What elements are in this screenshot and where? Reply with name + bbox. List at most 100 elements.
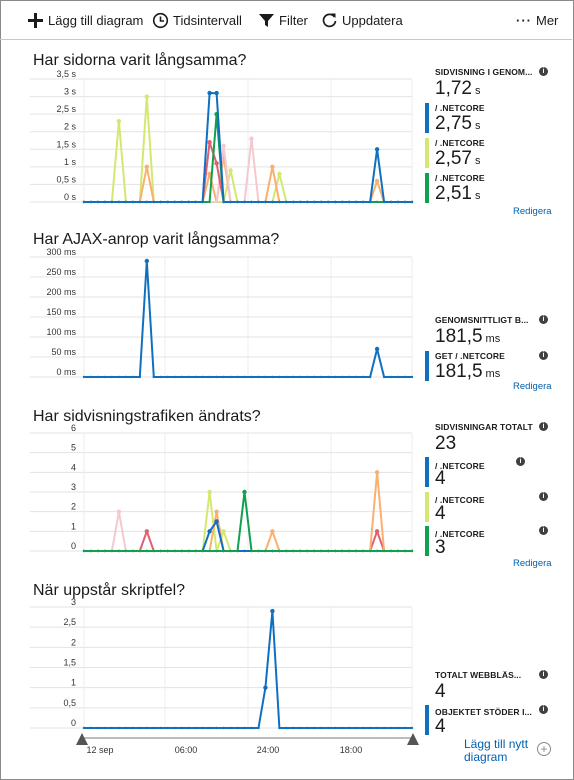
data-point	[236, 549, 239, 553]
more-button[interactable]: ··· Mer	[516, 10, 558, 30]
metric-value: 4	[435, 503, 446, 524]
section-title: Har sidvisningstrafiken ändrats?	[33, 408, 261, 425]
refresh-button[interactable]: Uppdatera	[321, 10, 403, 30]
info-icon[interactable]: i	[539, 351, 548, 360]
data-point	[271, 549, 274, 553]
data-point	[194, 726, 197, 730]
metric-series-1[interactable]: OBJEKTET STÖDER I... i 4	[424, 705, 564, 739]
data-point	[222, 726, 225, 730]
data-point	[285, 200, 288, 204]
data-point	[403, 200, 407, 204]
edit-link[interactable]: Redigera	[513, 206, 552, 217]
add-circle-icon[interactable]: +	[537, 742, 551, 756]
data-point	[374, 178, 380, 184]
add-chart-button[interactable]: Lägg till diagram	[27, 10, 143, 30]
data-point	[375, 200, 379, 204]
data-point	[236, 375, 239, 379]
data-point	[180, 200, 183, 204]
data-point	[374, 346, 380, 352]
data-point	[82, 200, 86, 204]
data-point	[396, 726, 400, 730]
data-point	[334, 200, 337, 204]
filter-button[interactable]: Filter	[258, 10, 308, 30]
data-point	[221, 529, 226, 534]
metric-value: 4	[435, 681, 446, 702]
data-point	[361, 726, 365, 730]
edit-link[interactable]: Redigera	[513, 381, 552, 392]
data-point	[382, 726, 386, 730]
info-icon[interactable]: i	[539, 526, 548, 535]
metric-avg-page-load[interactable]: SIDVISNING I GENOM... i 1,72 s	[424, 67, 564, 101]
y-tick-label: 1 s	[64, 157, 77, 167]
y-tick-label: 0 s	[64, 192, 77, 202]
metric-series-2[interactable]: / .NETCORE i 4	[424, 492, 564, 524]
info-icon[interactable]: i	[516, 457, 525, 466]
data-point	[285, 726, 288, 730]
data-point	[292, 726, 295, 730]
data-point	[214, 509, 219, 514]
data-point	[159, 726, 162, 730]
data-point	[131, 375, 135, 379]
metric-label: / .NETCORE	[435, 495, 485, 505]
metric-series-1[interactable]: / .NETCORE 2,75 s	[424, 103, 564, 137]
data-point	[271, 200, 274, 204]
metric-series-1[interactable]: / .NETCORE i 4	[424, 457, 564, 489]
metrics-panel: SIDVISNINGAR TOTALT i 23 / .NETCORE i 4 …	[424, 422, 564, 572]
info-icon[interactable]: i	[539, 492, 548, 501]
data-point	[221, 143, 226, 148]
add-new-chart-link[interactable]: Lägg till nytt diagram	[464, 737, 529, 764]
metric-label: SIDVISNING I GENOM...	[435, 67, 533, 77]
data-point	[299, 375, 302, 379]
ajax-chart[interactable]: 300 ms 250 ms 200 ms 150 ms 100 ms 50 ms 0 ms	[0, 231, 574, 399]
data-point	[116, 509, 122, 514]
metric-label: / .NETCORE	[435, 529, 485, 539]
section-title: Har sidorna varit långsamma?	[33, 52, 247, 69]
metric-total-views[interactable]: SIDVISNINGAR TOTALT i 23	[424, 422, 564, 456]
data-point	[374, 529, 380, 534]
data-point	[180, 375, 183, 379]
data-point	[201, 375, 204, 379]
metric-avg-ajax[interactable]: GENOMSNITTLIGT B... i 181,5 ms	[424, 315, 564, 349]
data-point	[180, 726, 183, 730]
data-point	[389, 375, 393, 379]
data-point	[214, 161, 219, 166]
info-icon[interactable]: i	[539, 67, 548, 76]
data-point	[214, 519, 219, 524]
metric-series-3[interactable]: / .NETCORE i 3	[424, 526, 564, 558]
data-point	[110, 549, 114, 553]
data-point	[403, 549, 407, 553]
metrics-panel: SIDVISNING I GENOM... i 1,72 s / .NETCORE…	[424, 67, 564, 217]
metric-value: 2,75 s	[435, 113, 481, 134]
page-load-chart[interactable]: 3,5 s 3 s 2,5 s 2 s 1,5 s 1 s 0,5 s 0 s	[0, 52, 574, 222]
data-point	[166, 375, 169, 379]
data-point	[270, 608, 275, 614]
data-point	[389, 549, 393, 553]
data-point	[117, 549, 121, 553]
data-point	[250, 375, 253, 379]
section-title: Har AJAX-anrop varit långsamma?	[33, 231, 280, 248]
script-errors-chart[interactable]: 3 2,5 2 1,5 1 0,5 0	[0, 582, 574, 742]
data-point	[138, 549, 142, 553]
data-point	[403, 375, 407, 379]
edit-link[interactable]: Redigera	[513, 558, 552, 569]
y-tick-label: 0,5 s	[56, 174, 76, 184]
info-icon[interactable]: i	[539, 422, 548, 431]
info-icon[interactable]: i	[539, 315, 548, 324]
metric-total-browser[interactable]: TOTALT WEBBLÄS... i 4	[424, 670, 564, 704]
metric-series-3[interactable]: / .NETCORE 2,51 s	[424, 173, 564, 207]
page-views-chart[interactable]: 6 5 4 3 2 1 0	[0, 408, 574, 573]
metric-series-2[interactable]: / .NETCORE 2,57 s	[424, 138, 564, 172]
data-point	[117, 200, 121, 204]
info-icon[interactable]: i	[539, 670, 548, 679]
data-point	[270, 164, 275, 170]
metric-value: 1,72 s	[435, 78, 481, 99]
series-color-bar	[425, 138, 429, 168]
info-icon[interactable]: i	[539, 705, 548, 714]
data-point	[173, 549, 176, 553]
time-range-button[interactable]: Tidsintervall	[152, 10, 242, 30]
metric-series-1[interactable]: GET / .NETCORE i 181,5 ms	[424, 351, 564, 385]
y-tick-label: 150 ms	[46, 307, 76, 317]
data-point	[375, 726, 379, 730]
data-point	[264, 200, 267, 204]
data-point	[144, 164, 150, 170]
